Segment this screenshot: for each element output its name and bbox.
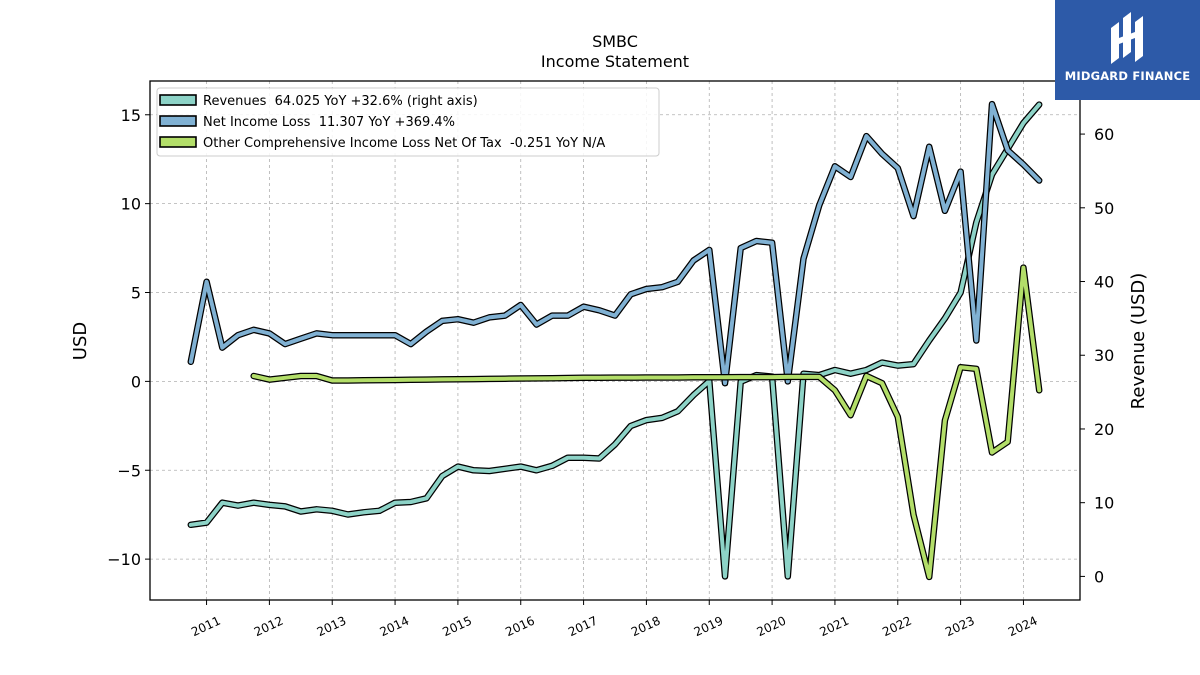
x-tick-label: 2017: [566, 614, 600, 640]
x-tick-label: 2021: [817, 614, 851, 640]
legend-label-net-income-loss: Net Income Loss 11.307 YoY +369.4%: [203, 115, 455, 130]
x-tick-label: 2023: [943, 614, 977, 640]
legend-swatch-revenues: [159, 94, 197, 106]
legend-box: [156, 87, 660, 157]
y-axis-right-label: Revenue (USD): [1128, 273, 1149, 410]
chart-subtitle: Income Statement: [541, 52, 689, 71]
y-axis-label: USD: [70, 322, 91, 360]
x-tick-label: 2024: [1006, 614, 1040, 640]
y-tick-label: 5: [131, 284, 141, 303]
series-line-other-comprehensive-income-loss-net-of-tax: [251, 265, 1042, 579]
legend-swatch-net-income-loss: [159, 115, 197, 127]
x-tick-label: 2012: [252, 614, 286, 640]
y-tick-label: 15: [121, 106, 141, 125]
x-tick-label: 2011: [189, 614, 223, 640]
x-tick-label: 2013: [315, 614, 349, 640]
y-right-tick-label: 60: [1094, 125, 1114, 144]
y-tick-label: 0: [131, 372, 141, 391]
y-right-tick-label: 30: [1094, 346, 1114, 365]
y-tick-label: −5: [117, 461, 141, 480]
x-tick-label: 2014: [378, 614, 412, 640]
x-tick-label: 2015: [440, 614, 474, 640]
legend: Revenues 64.025 YoY +32.6% (right axis) N…: [156, 87, 660, 157]
series-layer: [187, 100, 1043, 581]
y-right-tick-label: 20: [1094, 420, 1114, 439]
brand-logo: MIDGARD FINANCE: [1055, 0, 1200, 100]
x-tick-label: 2016: [503, 614, 537, 640]
y-right-tick-label: 0: [1094, 567, 1104, 586]
chart-title: SMBC: [592, 32, 638, 51]
x-tick-label: 2018: [629, 614, 663, 640]
series-line-revenues: [188, 102, 1042, 579]
x-tick-label: 2020: [755, 614, 789, 640]
y-right-tick-label: 10: [1094, 494, 1114, 513]
x-tick-label: 2022: [880, 614, 914, 640]
logo-text: MIDGARD FINANCE: [1064, 69, 1191, 83]
midgard-logo-icon: [1111, 12, 1143, 64]
y-right-tick-label: 50: [1094, 199, 1114, 218]
x-tick-label: 2019: [692, 614, 726, 640]
legend-swatch-other-comprehensive-income-loss-net-of-tax: [159, 136, 197, 148]
legend-label-revenues: Revenues 64.025 YoY +32.6% (right axis): [203, 94, 478, 109]
y-right-tick-label: 40: [1094, 273, 1114, 292]
series-line-net-income-loss: [188, 102, 1042, 386]
y-tick-label: 10: [121, 195, 141, 214]
y-tick-label: −10: [107, 550, 141, 569]
plot-frame: [149, 80, 1081, 601]
legend-label-other-comprehensive-income-loss-net-of-tax: Other Comprehensive Income Loss Net Of T…: [203, 136, 605, 151]
